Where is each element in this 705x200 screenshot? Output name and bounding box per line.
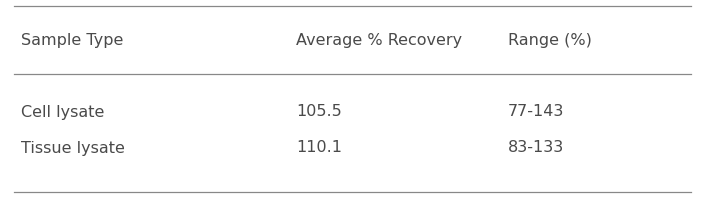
Text: Cell lysate: Cell lysate xyxy=(21,104,104,119)
Text: 110.1: 110.1 xyxy=(296,140,342,156)
Text: Range (%): Range (%) xyxy=(508,32,591,47)
Text: Sample Type: Sample Type xyxy=(21,32,123,47)
Text: Average % Recovery: Average % Recovery xyxy=(296,32,462,47)
Text: 77-143: 77-143 xyxy=(508,104,564,119)
Text: 83-133: 83-133 xyxy=(508,140,564,156)
Text: 105.5: 105.5 xyxy=(296,104,342,119)
Text: Tissue lysate: Tissue lysate xyxy=(21,140,125,156)
